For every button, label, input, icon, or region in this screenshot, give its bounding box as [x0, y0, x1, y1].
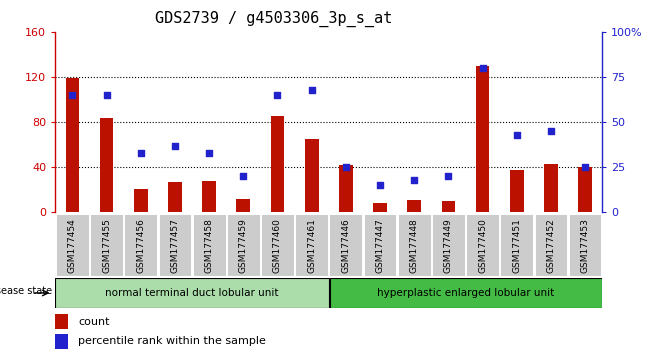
Bar — [66, 78, 79, 212]
Text: GSM177461: GSM177461 — [307, 218, 316, 273]
Text: disease state: disease state — [0, 286, 52, 296]
Bar — [578, 167, 592, 212]
Bar — [271, 116, 284, 212]
Bar — [227, 214, 260, 276]
Point — [102, 92, 112, 98]
Point — [307, 87, 317, 92]
Bar — [305, 139, 318, 212]
Bar — [159, 214, 191, 276]
Text: GSM177446: GSM177446 — [341, 218, 350, 273]
Bar — [329, 214, 362, 276]
Bar — [56, 214, 89, 276]
Bar — [261, 214, 294, 276]
Point — [340, 164, 351, 170]
Bar — [398, 214, 430, 276]
Text: GSM177450: GSM177450 — [478, 218, 487, 273]
Bar — [90, 214, 123, 276]
Bar — [501, 214, 533, 276]
Text: GSM177455: GSM177455 — [102, 218, 111, 273]
Point — [512, 132, 522, 138]
Text: normal terminal duct lobular unit: normal terminal duct lobular unit — [105, 288, 279, 298]
Text: GSM177453: GSM177453 — [581, 218, 590, 273]
Text: GDS2739 / g4503306_3p_s_at: GDS2739 / g4503306_3p_s_at — [155, 11, 392, 27]
Bar — [339, 165, 353, 212]
Point — [272, 92, 283, 98]
Text: percentile rank within the sample: percentile rank within the sample — [78, 336, 266, 346]
Point — [580, 164, 590, 170]
Bar — [55, 314, 68, 329]
Bar — [124, 214, 157, 276]
Point — [477, 65, 488, 71]
Text: GSM177448: GSM177448 — [409, 218, 419, 273]
Bar — [408, 200, 421, 212]
Bar — [534, 214, 567, 276]
Text: count: count — [78, 316, 109, 327]
Bar — [373, 203, 387, 212]
Bar — [168, 182, 182, 212]
Text: GSM177460: GSM177460 — [273, 218, 282, 273]
Bar — [544, 164, 558, 212]
Text: GSM177447: GSM177447 — [376, 218, 385, 273]
Point — [135, 150, 146, 156]
Point — [443, 173, 454, 179]
Text: GSM177452: GSM177452 — [546, 218, 555, 273]
Bar — [510, 170, 523, 212]
Bar — [236, 199, 250, 212]
Bar — [55, 278, 329, 308]
Point — [170, 143, 180, 148]
Point — [67, 92, 77, 98]
Bar — [364, 214, 396, 276]
Text: GSM177449: GSM177449 — [444, 218, 453, 273]
Bar — [476, 66, 490, 212]
Bar — [432, 214, 465, 276]
Text: GSM177457: GSM177457 — [171, 218, 180, 273]
Point — [546, 129, 556, 134]
Text: hyperplastic enlarged lobular unit: hyperplastic enlarged lobular unit — [377, 288, 554, 298]
Bar — [441, 201, 455, 212]
Text: GSM177456: GSM177456 — [136, 218, 145, 273]
Bar — [193, 214, 225, 276]
Point — [375, 183, 385, 188]
Text: GSM177454: GSM177454 — [68, 218, 77, 273]
Bar — [202, 181, 216, 212]
Point — [204, 150, 214, 156]
Point — [238, 173, 249, 179]
Bar — [100, 118, 113, 212]
Bar — [466, 214, 499, 276]
Bar — [569, 214, 602, 276]
Bar — [331, 278, 602, 308]
Point — [409, 177, 419, 183]
Text: GSM177458: GSM177458 — [204, 218, 214, 273]
Bar — [134, 189, 148, 212]
Bar — [296, 214, 328, 276]
Text: GSM177451: GSM177451 — [512, 218, 521, 273]
Bar — [55, 334, 68, 348]
Text: GSM177459: GSM177459 — [239, 218, 248, 273]
